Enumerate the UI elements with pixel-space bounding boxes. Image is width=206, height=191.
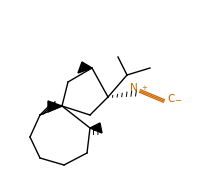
Text: N: N [130,83,138,93]
Text: +: + [141,85,147,91]
Polygon shape [78,62,92,73]
Polygon shape [48,101,62,112]
Text: H: H [92,127,99,137]
Polygon shape [90,123,102,133]
Text: C: C [167,94,174,104]
Text: −: − [174,96,181,105]
